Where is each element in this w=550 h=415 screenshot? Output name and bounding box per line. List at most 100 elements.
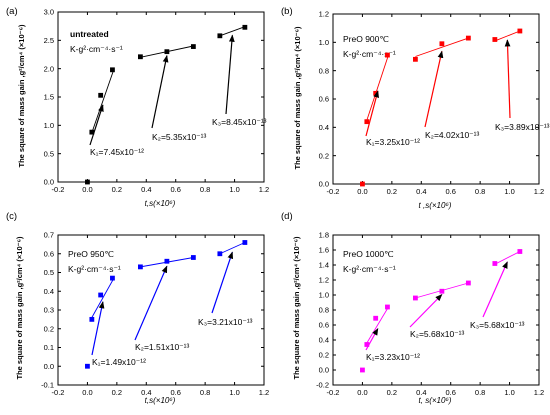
data-point [85, 363, 90, 369]
y-tick-label: 0.0 [44, 178, 54, 187]
data-point [164, 49, 170, 55]
rate-constant-label-1: K₁=3.25x10⁻¹² [366, 137, 420, 147]
y-tick-label: 0.7 [44, 231, 54, 240]
x-tick-label: 1.0 [504, 388, 514, 397]
data-point [217, 33, 223, 39]
y-tick-label: 1.6 [319, 246, 329, 255]
data-point [98, 92, 104, 98]
x-tick-label: 1.0 [229, 185, 239, 194]
y-tick-label: 0.0 [319, 180, 329, 189]
rate-constant-label-2: K₂=1.51x10⁻¹³ [135, 342, 189, 352]
data-point [373, 315, 379, 321]
x-tick-label: 1.0 [504, 187, 514, 196]
x-tick-label: -0.2 [327, 388, 340, 397]
rate-constant-label-2: K₂=5.35x10⁻¹³ [152, 132, 206, 142]
chart-panel-b: -0.2 0.0 0.2 0.4 0.6 0.8 1.0 1.20.00.20.40.60.8… [281, 6, 550, 210]
x-tick-label: 0.0 [357, 187, 367, 196]
x-tick-label: 0.4 [141, 185, 151, 194]
x-tick-label: 1.2 [259, 388, 269, 397]
x-tick-label: 0.2 [387, 187, 397, 196]
rate-arrow-3 [482, 261, 508, 318]
panel-letter: (a) [6, 6, 18, 17]
chart-panel-d: -0.2 0.0 0.2 0.4 0.6 0.8 1.0 1.2 -0.2 0.0 0.2 0.4 0.… [281, 211, 544, 405]
chart-title: PreO 950℃ [68, 249, 114, 259]
chart-title: PreO 900℃ [343, 34, 389, 44]
fit-line-1 [366, 306, 390, 344]
x-axis-label: t, s(×10⁶) [419, 396, 452, 405]
data-point [89, 129, 95, 135]
x-tick-label: 0.6 [170, 185, 180, 194]
rate-arrow-1 [365, 90, 380, 137]
rate-units-label: K-g²·cm⁻⁴·s⁻¹ [343, 264, 396, 274]
data-point [385, 52, 390, 58]
y-tick-label: 1.4 [319, 261, 329, 270]
chart-panel-a: -0.2 0.0 0.2 0.4 0.6 0.8 1.0 1.20.00.51.01.52.0… [6, 6, 269, 208]
x-tick-label: 0.4 [416, 388, 426, 397]
fit-line-3 [494, 251, 521, 265]
chart-title: PreO 1000℃ [343, 249, 394, 259]
data-point [89, 316, 95, 322]
y-tick-label: -0.2 [316, 381, 329, 390]
data-point [190, 255, 196, 260]
rate-arrow-3 [504, 39, 511, 119]
data-point [465, 280, 471, 286]
data-point [242, 24, 248, 30]
data-point [517, 249, 523, 254]
y-tick-label: 0.4 [319, 123, 329, 132]
y-tick-label: 0.0 [44, 362, 54, 371]
y-tick-label: 1.8 [319, 231, 329, 240]
x-tick-label: -0.2 [327, 187, 340, 196]
x-tick-label: -0.2 [52, 388, 65, 397]
data-point [360, 181, 365, 187]
y-tick-label: 3.0 [44, 8, 54, 17]
fit-line-1 [91, 69, 115, 133]
y-axis-label: The square of mass gain ,g²/cm⁴ (×10⁻⁶) [292, 236, 301, 380]
data-point [492, 37, 498, 42]
panel-letter: (c) [6, 211, 17, 222]
x-axis-label: t,s(×10⁶) [145, 199, 176, 208]
fit-line-2 [415, 37, 469, 57]
rate-arrow-2 [151, 54, 169, 129]
rate-units-label: K-g²·cm⁻⁴·s⁻¹ [70, 44, 123, 54]
rate-arrow-2 [134, 265, 168, 341]
y-tick-label: 0.2 [319, 351, 329, 360]
rate-units-label: K-g²·cm⁻⁴·s⁻¹ [343, 49, 396, 59]
y-tick-label: 1.5 [44, 93, 54, 102]
y-tick-label: 0.5 [44, 268, 54, 277]
x-axis-label: t ,s(×10⁶) [419, 201, 452, 210]
data-point [413, 295, 418, 301]
chart-panel-c: -0.2 0.0 0.2 0.4 0.6 0.8 1.0 1.2 -0.1 0.0 0.1 0.2 0.… [6, 211, 269, 405]
y-tick-label: 0.4 [44, 287, 54, 296]
y-tick-label: 0.6 [319, 95, 329, 104]
rate-constant-label-3: K₃=3.21x10⁻¹³ [198, 317, 253, 327]
x-tick-label: 0.2 [387, 388, 397, 397]
data-point [413, 56, 418, 62]
data-point [138, 264, 143, 270]
x-tick-label: 0.4 [416, 187, 426, 196]
y-tick-label: 1.0 [319, 291, 329, 300]
rate-arrow-2 [424, 50, 444, 128]
fit-line-1 [91, 277, 115, 318]
panel-letter: (b) [281, 6, 293, 17]
y-tick-label: 0.4 [319, 336, 329, 345]
rate-constant-label-2: K₂=4.02x10⁻¹³ [425, 130, 479, 140]
x-tick-label: 0.8 [200, 185, 210, 194]
chart-title: untreated [70, 29, 109, 39]
data-point [439, 41, 445, 47]
data-point [85, 179, 90, 185]
data-point [517, 28, 523, 34]
panel-letter: (d) [281, 211, 293, 222]
x-tick-label: 0.8 [200, 388, 210, 397]
y-tick-label: 2.5 [44, 36, 54, 45]
rate-arrow-2 [409, 293, 443, 328]
x-tick-label: 0.0 [357, 388, 367, 397]
y-tick-label: 1.0 [44, 121, 54, 130]
fit-line-3 [219, 26, 246, 37]
y-tick-label: 0.2 [44, 324, 54, 333]
y-tick-label: 0.3 [44, 306, 54, 315]
y-tick-label: 0.0 [319, 366, 329, 375]
y-tick-label: -0.1 [41, 381, 54, 390]
y-tick-label: 0.8 [319, 66, 329, 75]
data-point [360, 367, 365, 373]
